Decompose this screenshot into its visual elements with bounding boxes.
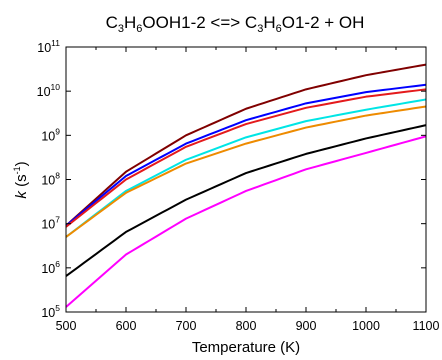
chart-title: C3H6OOH1-2 <=> C3H6O1-2 + OH — [106, 13, 365, 35]
x-tick-label: 800 — [236, 319, 257, 333]
y-tick-label: 109 — [41, 126, 60, 143]
y-label-symbol: k — [13, 190, 30, 199]
series-line-5 — [65, 105, 427, 238]
y-tick-label: 108 — [41, 171, 60, 188]
x-axis-label: Temperature (K) — [192, 339, 300, 356]
y-tick-label: 106 — [41, 259, 60, 276]
series-layer — [65, 63, 427, 308]
title-part: C — [106, 13, 118, 32]
y-tick-label: 1010 — [37, 82, 61, 99]
title-subscript: 3 — [118, 23, 124, 35]
series-line-2 — [65, 83, 427, 227]
y-tick-label: 1011 — [37, 38, 60, 55]
x-tick-label: 1000 — [352, 319, 380, 333]
x-tick-label: 700 — [176, 319, 197, 333]
x-axis: 500 600 700 800 900 1000 1100 — [56, 47, 440, 333]
series-line-7 — [65, 135, 427, 308]
y-tick-label: 107 — [41, 215, 60, 232]
title-subscript: 6 — [136, 23, 142, 35]
title-part: H — [263, 13, 275, 32]
series-line-3 — [65, 88, 427, 228]
series-line-1 — [65, 63, 427, 227]
y-axis: 105 106 107 108 109 1010 1011 — [37, 38, 426, 320]
y-tick-label: 105 — [41, 303, 60, 320]
y-label-part: ) — [13, 161, 30, 166]
series-line-4 — [65, 98, 427, 238]
x-tick-label: 1100 — [413, 319, 440, 333]
title-subscript: 3 — [257, 23, 263, 35]
x-tick-label: 500 — [56, 319, 77, 333]
x-tick-label: 600 — [116, 319, 137, 333]
plot-frame — [65, 46, 427, 313]
title-subscript: 6 — [276, 23, 282, 35]
y-axis-label: k (s-1) — [12, 161, 30, 198]
title-part: OOH1-2 <=> C — [142, 13, 257, 32]
title-part: H — [124, 13, 136, 32]
y-label-superscript: -1 — [12, 166, 22, 174]
x-tick-label: 900 — [296, 319, 317, 333]
title-part: O1-2 + OH — [282, 13, 365, 32]
y-label-part: (s — [13, 174, 30, 191]
series-line-6 — [65, 124, 427, 277]
